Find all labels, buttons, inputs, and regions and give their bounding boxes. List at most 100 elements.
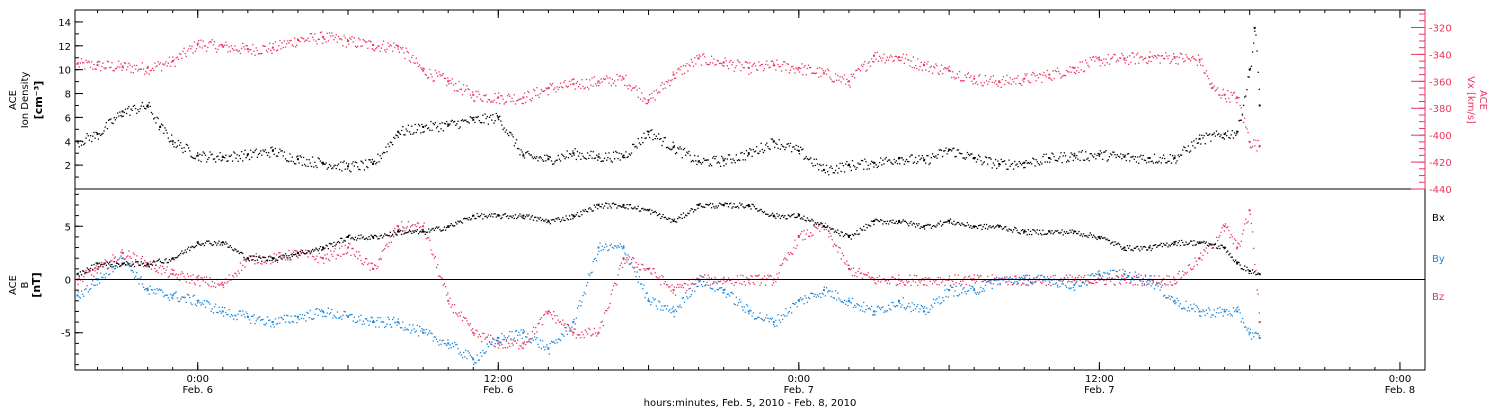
density-series-sample [233,151,235,153]
by-series-sample [754,318,757,320]
bz-series-sample [340,255,342,258]
density-series-sample [432,122,434,125]
vx-series-point [772,64,775,67]
density-series-sample [1018,160,1020,163]
density-series-sample [1233,132,1236,134]
bz-series-sample [657,278,660,280]
density-series-sample [743,153,745,155]
density-series-sample [1248,76,1250,78]
bx-series-sample [159,260,162,263]
by-series-sample [1135,276,1138,278]
vx-series-sample [359,39,361,41]
density-series-sample [972,157,974,159]
density-series-sample [213,158,216,160]
by-series-sample [652,297,654,299]
vx-series-sample [911,66,913,69]
vx-series-sample [529,98,531,101]
density-series-sample [308,159,310,161]
bz-series-sample [703,276,705,278]
bz-series-sample [1171,284,1174,286]
by-series-sample [335,317,337,319]
bz-series-point [1223,225,1226,228]
density-series-sample [429,129,431,131]
density-series-sample [407,124,410,126]
bz-series-sample [677,283,679,286]
density-series-sample [1162,154,1165,156]
vx-series-sample [842,78,845,80]
bz-series-sample [1047,283,1050,286]
by-series-sample [167,297,169,299]
vx-series-sample [668,79,670,81]
by-series-sample [992,283,994,285]
bx-series-sample [404,232,406,234]
by-series-sample [173,293,175,295]
density-series-sample [591,157,593,159]
bz-series-sample [795,247,797,250]
by-series-sample [208,301,210,304]
density-series-sample [172,143,174,145]
density-series-sample [1232,137,1235,139]
vx-series-sample [235,49,237,51]
density-series-sample [936,157,938,159]
vx-series-sample [133,64,136,67]
density-series-sample [322,163,324,165]
by-series-sample [584,293,586,295]
bx-series-sample [467,219,469,221]
density-series-sample [506,133,509,135]
vx-series-sample [114,68,116,70]
bx-series-sample [557,217,559,219]
by-series-sample [604,243,607,245]
by-series-sample [1109,270,1112,272]
bz-series-sample [668,286,670,288]
bx-series-sample [327,248,330,250]
bx-series-sample [106,261,109,263]
bz-series-sample [88,271,91,273]
vx-series-sample [955,77,957,79]
density-series-sample [528,152,530,155]
vx-series-sample [781,63,784,66]
vx-series-sample [1012,81,1015,83]
vx-series-sample [1237,97,1239,99]
vx-series-sample [218,45,220,47]
vx-series-sample [1254,145,1256,147]
by-series-sample [823,286,825,288]
by-series-sample [281,317,283,320]
vx-series-sample [988,81,990,83]
vx-series-sample [151,67,154,70]
bz-series-sample [486,336,488,338]
bx-series-sample [92,268,94,271]
density-series-sample [1194,147,1196,149]
vx-series-sample [1231,94,1233,96]
vx-series-sample [378,45,380,47]
by-series-sample [125,264,128,266]
bx-series-sample [118,263,120,266]
by-series-sample [602,248,605,251]
bx-series-sample [660,217,662,220]
bz-series-sample [438,275,440,277]
bx-series-sample [393,230,395,232]
bz-series-sample [999,282,1001,285]
vx-series-sample [648,94,651,96]
density-series-sample [753,151,756,153]
density-series-sample [884,158,886,160]
bz-series-sample [934,281,936,283]
bx-series-sample [394,231,396,234]
by-series-point [497,337,500,340]
bx-series-sample [130,265,132,268]
bx-series-sample [634,206,636,208]
bz-series-sample [571,330,573,333]
by-series-sample [422,329,424,331]
bz-series-sample [455,312,457,314]
bz-series-sample [544,313,546,315]
bz-series-sample [397,228,399,231]
bz-series-sample [202,280,204,282]
by-series-sample [803,303,805,305]
by-series-sample [527,333,529,335]
bz-series-sample [733,284,735,286]
by-series-sample [910,310,912,313]
bz-series-sample [718,281,721,283]
by-series-sample [632,266,634,268]
bz-series-sample [700,284,703,286]
by-series-sample [549,342,552,345]
bz-series-sample [369,269,371,271]
